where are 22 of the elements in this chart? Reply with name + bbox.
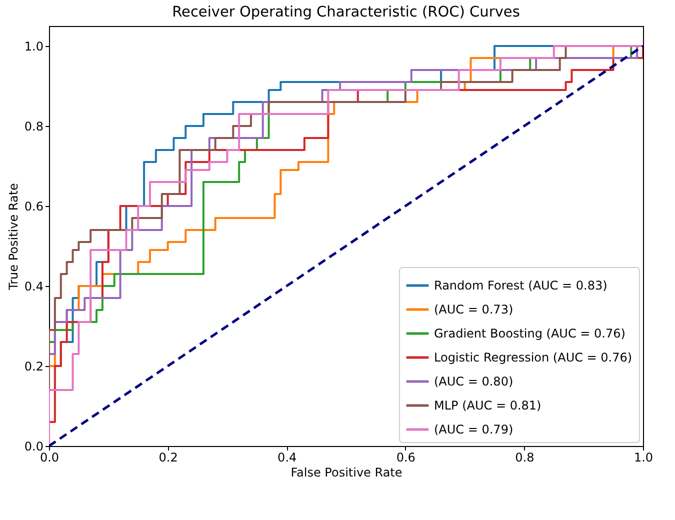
y-axis-title: True Positive Rate bbox=[6, 183, 20, 291]
legend-label: (AUC = 0.73) bbox=[434, 302, 514, 316]
y-tick-label: 0.8 bbox=[24, 120, 44, 134]
legend-label: Logistic Regression (AUC = 0.76) bbox=[434, 350, 632, 364]
x-tick-label: 0.6 bbox=[396, 450, 416, 464]
chart-title: Receiver Operating Characteristic (ROC) Curves bbox=[172, 4, 520, 20]
legend-label: (AUC = 0.79) bbox=[434, 422, 514, 436]
x-tick-label: 0.2 bbox=[158, 450, 178, 464]
legend-label: (AUC = 0.80) bbox=[434, 374, 514, 388]
y-tick-label: 0.2 bbox=[24, 360, 44, 374]
legend-label: Gradient Boosting (AUC = 0.76) bbox=[434, 326, 626, 340]
x-tick-label: 1.0 bbox=[634, 450, 654, 464]
y-tick-label: 1.0 bbox=[24, 40, 44, 54]
x-tick-label: 0.0 bbox=[40, 450, 60, 464]
y-tick-label: 0.4 bbox=[24, 280, 44, 294]
x-tick-label: 0.4 bbox=[278, 450, 297, 464]
legend-label: MLP (AUC = 0.81) bbox=[434, 398, 542, 412]
x-axis-title: False Positive Rate bbox=[290, 466, 402, 480]
x-tick-label: 0.8 bbox=[515, 450, 534, 464]
legend-label: Random Forest (AUC = 0.83) bbox=[434, 278, 608, 292]
y-tick-label: 0.6 bbox=[24, 200, 44, 214]
y-tick-label: 0.0 bbox=[24, 440, 44, 454]
